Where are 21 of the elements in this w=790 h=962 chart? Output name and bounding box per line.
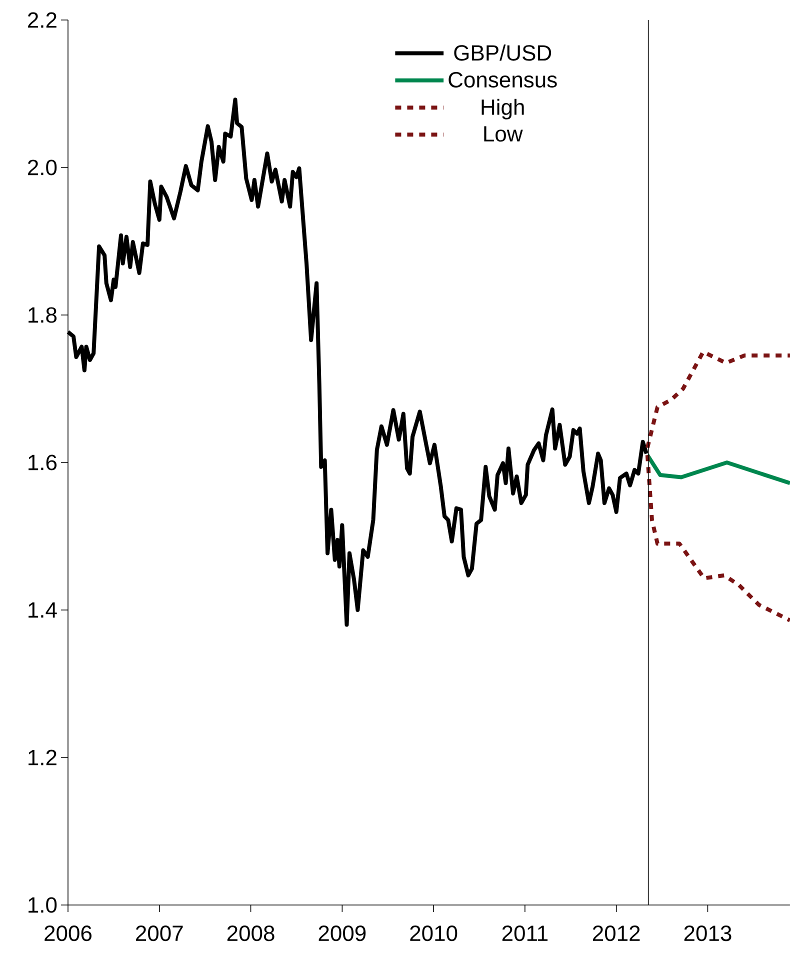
y-tick-label: 1.6 bbox=[28, 454, 57, 470]
x-tick-label: 2012 bbox=[592, 926, 640, 942]
line-series bbox=[645, 453, 790, 622]
y-tick-label: 1.8 bbox=[28, 307, 57, 323]
legend-label: Low bbox=[484, 126, 523, 142]
legend-label: High bbox=[482, 98, 524, 120]
x-tick-label: 2006 bbox=[44, 926, 92, 942]
x-tick-label: 2011 bbox=[502, 926, 548, 942]
y-tick-label: 1.2 bbox=[28, 750, 56, 766]
y-tick-label: 2.2 bbox=[28, 12, 56, 28]
y-tick-label: 1.4 bbox=[28, 602, 57, 618]
y-tick-label: 2.0 bbox=[28, 160, 57, 176]
legend-label: Consensus bbox=[448, 72, 557, 88]
x-tick-label: 2008 bbox=[227, 926, 274, 942]
x-tick-label: 2013 bbox=[684, 926, 732, 942]
line-series bbox=[645, 350, 790, 450]
y-tick-label: 1.0 bbox=[28, 897, 57, 913]
x-tick-label: 2010 bbox=[410, 926, 458, 942]
legend-label: GBP/USD bbox=[454, 44, 552, 61]
x-tick-label: 2009 bbox=[318, 926, 366, 942]
x-tick-label: 2007 bbox=[136, 926, 183, 942]
